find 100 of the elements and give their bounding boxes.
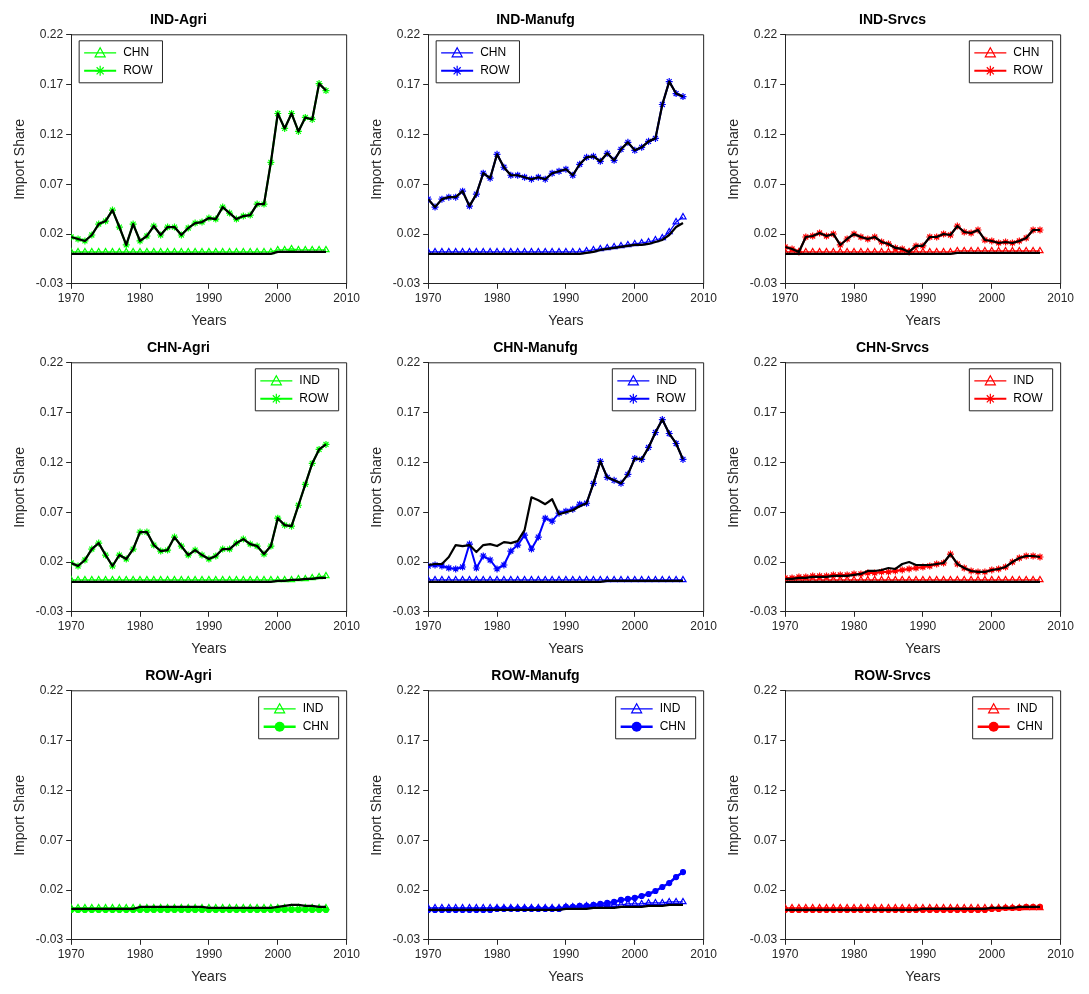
chart-title: CHN-Manufg	[493, 339, 578, 356]
y-tick-label: 0.17	[396, 732, 421, 747]
y-tick-label: 0.07	[39, 832, 64, 847]
y-tick-label: -0.03	[35, 604, 64, 619]
x-tick-label: 2010	[690, 947, 718, 962]
x-axis-title: Years	[548, 312, 584, 329]
y-tick-label: 0.07	[39, 176, 64, 191]
y-axis-title: Import Share	[11, 446, 28, 528]
y-tick-label: 0.02	[753, 226, 778, 241]
legend-label: IND	[1016, 701, 1038, 716]
x-tick-label: 2010	[690, 619, 718, 634]
legend-label: IND	[302, 701, 324, 716]
x-tick-label: 1980	[126, 291, 154, 306]
y-tick-label: 0.22	[753, 683, 778, 698]
y-tick-label: 0.22	[396, 27, 421, 42]
x-tick-label: 1970	[57, 291, 85, 306]
legend-label: ROW	[1013, 63, 1044, 78]
x-tick-label: 1990	[909, 619, 937, 634]
y-tick-label: 0.12	[39, 782, 64, 797]
y-tick-label: 0.12	[753, 454, 778, 469]
y-tick-label: -0.03	[35, 932, 64, 947]
chart-title: CHN-Agri	[147, 339, 210, 356]
y-axis-title: Import Share	[11, 774, 28, 856]
legend-label: ROW	[656, 391, 687, 406]
y-tick-label: 0.12	[396, 126, 421, 141]
y-tick-label: -0.03	[392, 604, 421, 619]
legend-label: CHN	[480, 45, 507, 60]
y-tick-label: 0.22	[753, 355, 778, 370]
x-tick-label: 1980	[840, 291, 868, 306]
legend-label: IND	[656, 373, 678, 388]
x-tick-label: 1980	[483, 619, 511, 634]
x-tick-label: 2010	[1047, 619, 1075, 634]
y-tick-label: 0.02	[396, 226, 421, 241]
chart-title: ROW-Manufg	[491, 667, 580, 684]
x-axis-title: Years	[905, 968, 941, 985]
y-tick-label: 0.12	[39, 126, 64, 141]
y-tick-label: -0.03	[392, 276, 421, 291]
y-tick-label: 0.22	[39, 27, 64, 42]
y-axis-title: Import Share	[725, 446, 742, 528]
y-tick-label: -0.03	[749, 604, 778, 619]
x-tick-label: 2010	[690, 291, 718, 306]
y-tick-label: 0.17	[396, 76, 421, 91]
x-tick-label: 1970	[771, 619, 799, 634]
legend-label: IND	[659, 701, 681, 716]
x-tick-label: 2000	[264, 291, 292, 306]
x-tick-label: 1980	[840, 619, 868, 634]
y-tick-label: 0.12	[753, 126, 778, 141]
x-tick-label: 2010	[333, 291, 361, 306]
x-tick-label: 2000	[264, 619, 292, 634]
y-tick-label: 0.12	[39, 454, 64, 469]
x-tick-label: 2010	[333, 619, 361, 634]
x-axis-title: Years	[191, 312, 227, 329]
x-tick-label: 2010	[333, 947, 361, 962]
y-tick-label: 0.07	[396, 832, 421, 847]
x-tick-label: 1990	[552, 947, 580, 962]
legend-label: CHN	[1013, 45, 1040, 60]
y-tick-label: 0.02	[753, 554, 778, 569]
x-tick-label: 1980	[483, 291, 511, 306]
x-axis-title: Years	[191, 968, 227, 985]
y-tick-label: 0.07	[753, 176, 778, 191]
x-tick-label: 1990	[909, 947, 937, 962]
y-tick-label: 0.02	[39, 882, 64, 897]
legend-label: ROW	[299, 391, 330, 406]
x-tick-label: 2000	[978, 947, 1006, 962]
y-tick-label: 0.02	[396, 554, 421, 569]
x-tick-label: 1970	[57, 947, 85, 962]
y-tick-label: 0.07	[753, 832, 778, 847]
x-tick-label: 1970	[771, 947, 799, 962]
x-tick-label: 2000	[621, 947, 649, 962]
x-tick-label: 2010	[1047, 947, 1075, 962]
y-tick-label: 0.17	[39, 76, 64, 91]
x-tick-label: 1990	[195, 291, 223, 306]
legend-label: CHN	[659, 719, 686, 734]
y-axis-title: Import Share	[368, 446, 385, 528]
y-axis-title: Import Share	[368, 118, 385, 200]
x-tick-label: 1970	[414, 947, 442, 962]
y-tick-label: 0.07	[753, 504, 778, 519]
x-tick-label: 1980	[840, 947, 868, 962]
x-tick-label: 1990	[552, 291, 580, 306]
y-tick-label: 0.02	[753, 882, 778, 897]
y-tick-label: -0.03	[392, 932, 421, 947]
y-tick-label: 0.17	[396, 404, 421, 419]
x-tick-label: 1980	[126, 947, 154, 962]
legend-label: ROW	[123, 63, 154, 78]
y-tick-label: 0.12	[753, 782, 778, 797]
x-tick-label: 1990	[552, 619, 580, 634]
y-tick-label: 0.17	[39, 732, 64, 747]
x-axis-title: Years	[191, 640, 227, 657]
x-tick-label: 1990	[195, 947, 223, 962]
x-tick-label: 1970	[771, 291, 799, 306]
legend-label: CHN	[123, 45, 150, 60]
legend-label: ROW	[1013, 391, 1044, 406]
y-tick-label: 0.02	[39, 226, 64, 241]
x-tick-label: 1990	[909, 291, 937, 306]
chart-title: ROW-Srvcs	[854, 667, 932, 684]
legend-label: ROW	[480, 63, 511, 78]
y-tick-label: 0.17	[753, 404, 778, 419]
chart-title: IND-Manufg	[496, 11, 575, 28]
y-tick-label: 0.17	[39, 404, 64, 419]
x-tick-label: 2000	[621, 619, 649, 634]
